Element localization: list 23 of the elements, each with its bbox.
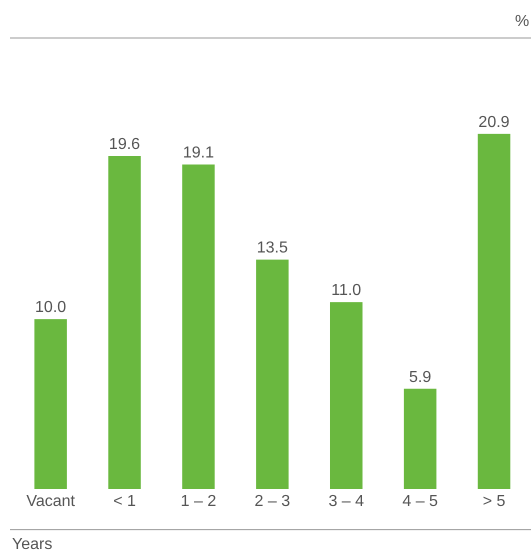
x-tick-label: 3 – 4: [328, 493, 364, 510]
x-axis-title: Years: [12, 536, 52, 553]
x-tick-label: 2 – 3: [254, 493, 290, 510]
bar: [34, 319, 67, 489]
bar: [108, 156, 141, 489]
bar: [330, 302, 363, 489]
bar: [182, 164, 215, 489]
data-label: 20.9: [478, 114, 510, 131]
x-tick-label: 4 – 5: [402, 493, 438, 510]
x-tick-label: > 5: [482, 493, 506, 510]
data-label: 5.9: [408, 368, 432, 386]
text: %: [515, 13, 530, 30]
bar: [256, 260, 289, 489]
data-label: 10.0: [35, 299, 66, 316]
bar: [404, 388, 436, 489]
bar: [478, 134, 510, 489]
x-tick-label: Vacant: [26, 493, 76, 510]
data-label: 13.5: [256, 240, 288, 257]
data-label: 19.1: [182, 144, 214, 162]
x-tick-label: < 1: [113, 493, 136, 510]
x-tick-label: 1 – 2: [180, 493, 216, 510]
data-label: 19.6: [108, 136, 140, 153]
data-label: 11.0: [331, 282, 362, 300]
